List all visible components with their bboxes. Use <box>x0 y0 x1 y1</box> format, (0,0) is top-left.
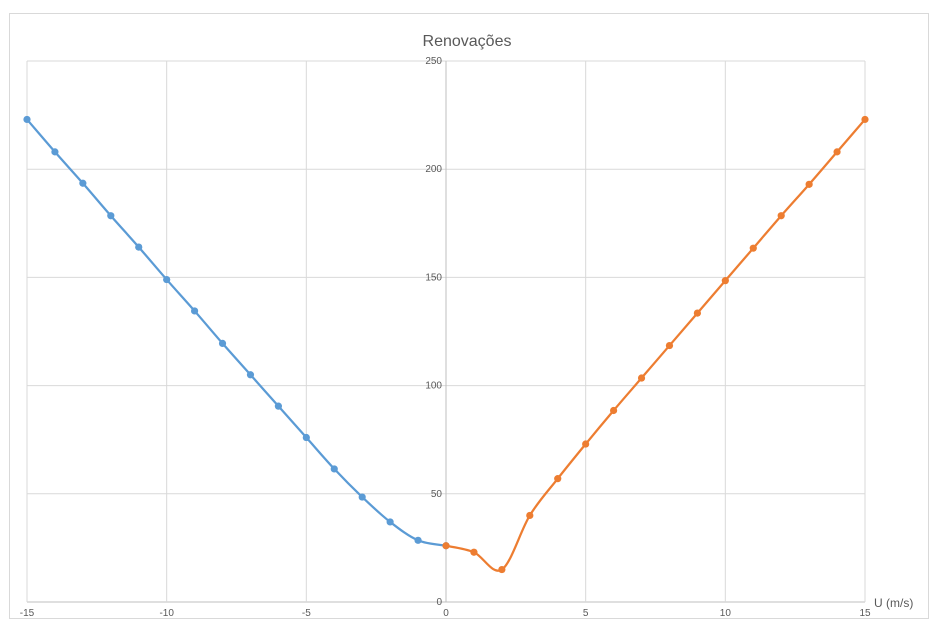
data-point <box>191 307 199 315</box>
y-tick-label: 0 <box>436 597 442 608</box>
y-tick-label: 250 <box>425 56 442 67</box>
x-tick-label: -5 <box>302 608 311 619</box>
data-point <box>302 433 310 442</box>
data-point <box>246 371 255 379</box>
y-tick-label: 100 <box>425 381 442 392</box>
data-point <box>749 244 757 252</box>
data-point <box>274 402 282 410</box>
data-point <box>135 243 143 251</box>
data-point <box>442 542 450 550</box>
y-tick-label: 50 <box>431 489 443 500</box>
data-point <box>637 374 646 382</box>
data-point <box>23 115 31 124</box>
data-point <box>218 339 227 348</box>
data-point <box>665 341 674 350</box>
data-point <box>610 406 618 415</box>
chart-area <box>9 13 929 619</box>
data-point <box>107 212 115 220</box>
data-point <box>163 275 171 284</box>
series-line-2 <box>444 118 867 572</box>
data-point <box>79 179 87 187</box>
data-point <box>330 465 338 473</box>
series-group <box>23 115 869 574</box>
x-tick-label: 10 <box>720 608 732 619</box>
data-point <box>386 518 394 526</box>
y-tick-label: 200 <box>425 164 442 175</box>
data-point <box>526 511 534 520</box>
series-line-1 <box>25 118 448 547</box>
data-point <box>833 148 841 156</box>
data-point <box>582 440 590 448</box>
x-tick-label: -15 <box>20 608 35 619</box>
data-point <box>470 548 478 556</box>
x-tick-label: 0 <box>443 608 449 619</box>
data-point <box>554 475 562 483</box>
data-point <box>805 180 813 188</box>
data-point <box>693 309 702 317</box>
data-point <box>414 536 422 544</box>
data-point <box>498 565 506 574</box>
data-point <box>721 277 729 285</box>
x-tick-label: 5 <box>583 608 589 619</box>
tick-labels: 0 50 100 150 200 250 -15 -10 -5 0 5 10 15 <box>20 56 871 619</box>
data-point <box>358 493 366 501</box>
x-tick-label: 15 <box>859 608 871 619</box>
data-point <box>861 115 869 124</box>
data-point <box>777 212 785 220</box>
data-point <box>51 148 59 156</box>
x-tick-label: -10 <box>159 608 174 619</box>
x-axis-title: U (m/s) <box>874 596 913 610</box>
y-tick-label: 150 <box>425 272 442 283</box>
gridlines <box>26 60 866 603</box>
chart-title: Renovações <box>423 33 512 50</box>
